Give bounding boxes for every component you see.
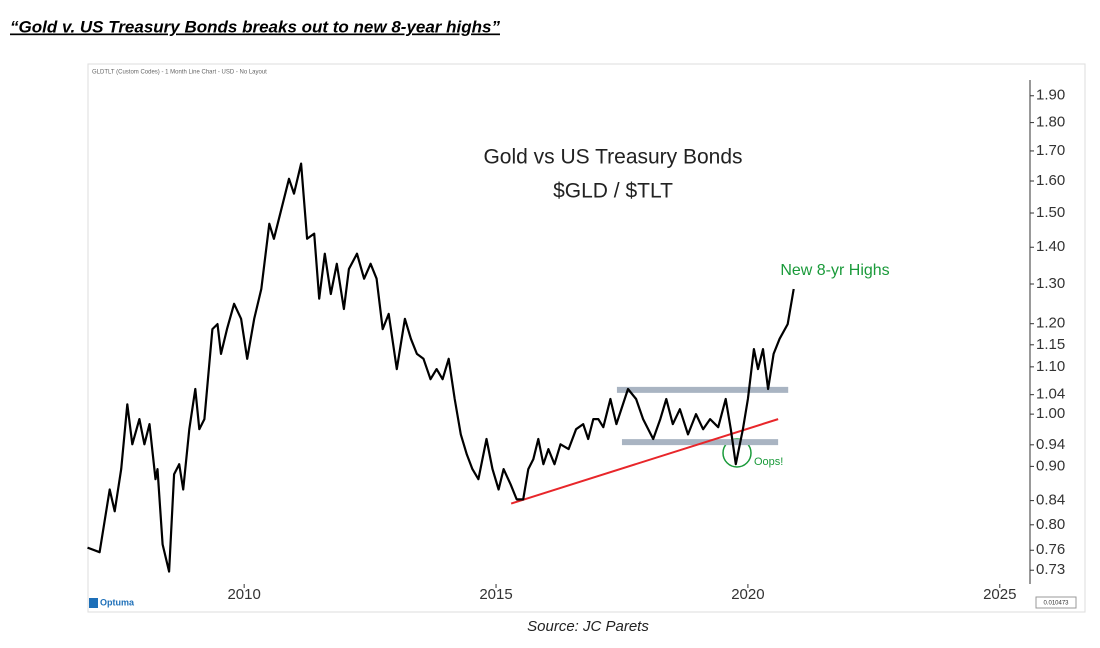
annotation-circle xyxy=(722,438,752,468)
chart-header: GLDTLT (Custom Codes) - 1 Month Line Cha… xyxy=(92,70,267,76)
y-tick-label: 1.50 xyxy=(1036,204,1065,221)
y-tick-label: 1.90 xyxy=(1036,87,1065,104)
y-tick-label: 0.94 xyxy=(1036,436,1065,453)
y-tick-label: 1.15 xyxy=(1036,336,1065,353)
x-tick-label: 2015 xyxy=(479,586,512,603)
headline: “Gold v. US Treasury Bonds breaks out to… xyxy=(10,17,500,36)
data-line xyxy=(87,162,795,573)
y-tick-label: 0.73 xyxy=(1036,561,1065,578)
source: Source: JC Parets xyxy=(527,618,649,635)
y-tick-label: 0.76 xyxy=(1036,541,1065,558)
x-tick-label: 2025 xyxy=(983,586,1016,603)
y-tick-label: 0.80 xyxy=(1036,516,1065,533)
annotation-line xyxy=(510,418,779,505)
x-tick-label: 2020 xyxy=(731,586,764,603)
y-tick-label: 1.80 xyxy=(1036,114,1065,131)
y-tick-label: 1.60 xyxy=(1036,172,1065,189)
last-value: 0.010473 xyxy=(1043,601,1069,607)
y-tick-label: 0.84 xyxy=(1036,492,1065,509)
y-tick-label: 0.90 xyxy=(1036,457,1065,474)
brand-logo xyxy=(89,598,98,608)
y-tick-label: 1.10 xyxy=(1036,358,1065,375)
y-tick-label: 1.40 xyxy=(1036,238,1065,255)
y-tick-label: 1.04 xyxy=(1036,386,1065,403)
x-tick-label: 2010 xyxy=(227,586,260,603)
y-tick-label: 1.30 xyxy=(1036,275,1065,292)
y-tick-label: 1.20 xyxy=(1036,315,1065,332)
chart-subtitle: $GLD / $TLT xyxy=(553,180,673,203)
chart-frame xyxy=(87,63,1086,613)
chart-title: Gold vs US Treasury Bonds xyxy=(483,146,742,169)
annotation: New 8-yr Highs xyxy=(780,262,889,279)
annotation: Oops! xyxy=(754,456,783,468)
y-tick-label: 1.70 xyxy=(1036,142,1065,159)
y-tick-label: 1.00 xyxy=(1036,405,1065,422)
last-value-box xyxy=(1035,596,1077,609)
brand: Optuma xyxy=(100,597,135,607)
